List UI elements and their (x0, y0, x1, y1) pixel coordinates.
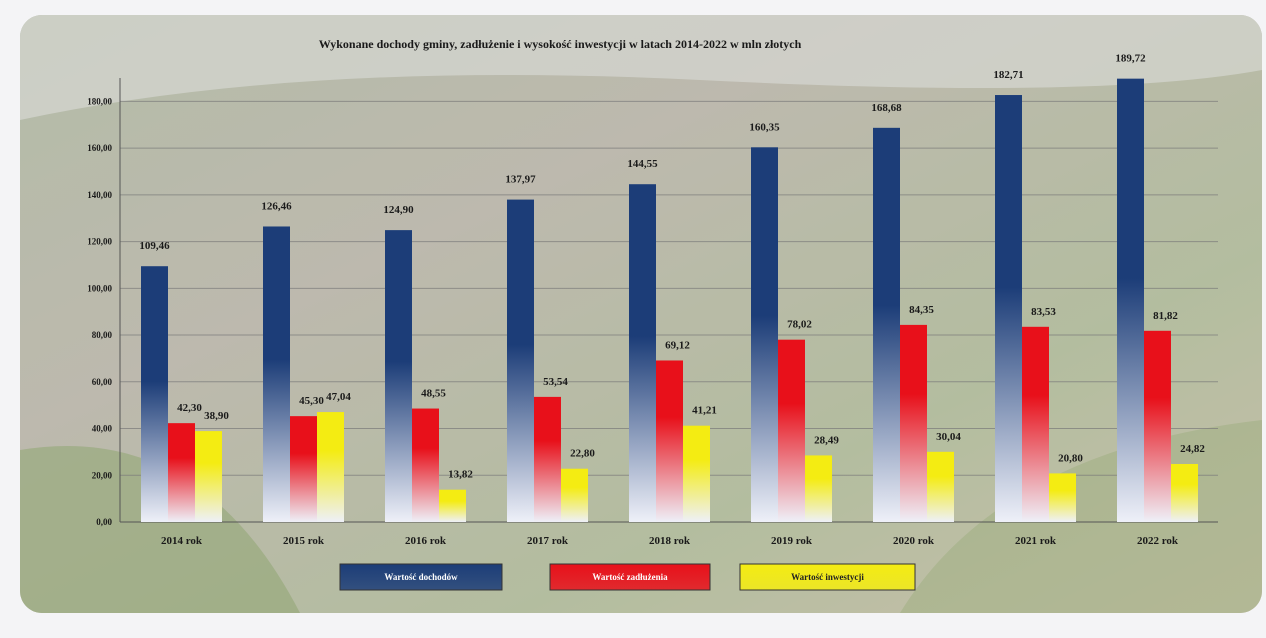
legend-label: Wartość inwestycji (791, 572, 864, 582)
bar (995, 95, 1022, 522)
x-tick-label: 2018 rok (649, 535, 691, 547)
value-label: 84,35 (909, 304, 934, 316)
bar (656, 360, 683, 522)
value-label: 81,82 (1153, 310, 1178, 322)
bar (195, 431, 222, 522)
bar (778, 339, 805, 522)
bar (751, 147, 778, 523)
legend-swatch (739, 563, 916, 591)
bar (1117, 78, 1144, 523)
x-tick-label: 2022 rok (1137, 535, 1179, 547)
bar (263, 226, 290, 522)
bar (385, 230, 412, 522)
value-label: 24,82 (1180, 443, 1205, 455)
bar (683, 425, 710, 522)
bar (805, 455, 832, 522)
y-tick-label: 20,00 (92, 470, 113, 480)
legend-label: Wartość dochodów (384, 572, 458, 582)
bar (1171, 463, 1198, 522)
bar (290, 416, 317, 522)
y-tick-label: 40,00 (92, 424, 113, 434)
value-label: 41,21 (692, 405, 717, 417)
value-label: 69,12 (665, 339, 690, 351)
value-label: 30,04 (936, 431, 961, 443)
y-tick-label: 0,00 (96, 517, 112, 527)
value-label: 160,35 (749, 121, 780, 133)
x-tick-label: 2017 rok (527, 535, 569, 547)
value-label: 168,68 (871, 102, 902, 114)
value-label: 20,80 (1058, 452, 1083, 464)
value-label: 38,90 (204, 410, 229, 422)
bar (534, 396, 561, 522)
y-tick-label: 120,00 (87, 237, 112, 247)
bar (629, 184, 656, 522)
x-tick-label: 2016 rok (405, 535, 447, 547)
bar (873, 127, 900, 522)
bar (141, 266, 168, 522)
bar (317, 412, 344, 522)
bar (168, 423, 195, 522)
value-label: 45,30 (299, 395, 324, 407)
value-label: 22,80 (570, 448, 595, 460)
y-tick-label: 80,00 (92, 330, 113, 340)
y-tick-label: 140,00 (87, 190, 112, 200)
x-tick-label: 2020 rok (893, 535, 935, 547)
y-tick-label: 180,00 (87, 96, 112, 106)
value-label: 137,97 (505, 174, 536, 186)
value-label: 124,90 (383, 204, 414, 216)
value-label: 13,82 (448, 469, 473, 481)
value-label: 126,46 (261, 200, 292, 212)
value-label: 47,04 (326, 391, 351, 403)
x-tick-label: 2014 rok (161, 535, 203, 547)
y-tick-label: 100,00 (87, 283, 112, 293)
x-tick-label: 2021 rok (1015, 535, 1057, 547)
value-label: 28,49 (814, 434, 839, 446)
bar (900, 324, 927, 522)
bar (439, 489, 466, 522)
value-label: 189,72 (1115, 53, 1146, 65)
legend-label: Wartość zadłużenia (592, 572, 668, 582)
value-label: 144,55 (627, 158, 658, 170)
bar (1049, 473, 1076, 522)
value-label: 53,54 (543, 376, 568, 388)
bar (1144, 330, 1171, 522)
value-label: 109,46 (139, 240, 170, 252)
bar (412, 408, 439, 522)
bar (927, 451, 954, 522)
legend-swatch (549, 563, 711, 591)
x-tick-label: 2019 rok (771, 535, 813, 547)
bar (561, 468, 588, 522)
value-label: 182,71 (993, 69, 1023, 81)
value-label: 78,02 (787, 319, 812, 331)
bar (507, 199, 534, 523)
x-tick-label: 2015 rok (283, 535, 325, 547)
value-label: 42,30 (177, 402, 202, 414)
legend-swatch (339, 563, 503, 591)
chart-title: Wykonane dochody gminy, zadłużenie i wys… (319, 37, 802, 51)
y-tick-label: 160,00 (87, 143, 112, 153)
y-tick-label: 60,00 (92, 377, 113, 387)
bar (1022, 326, 1049, 522)
value-label: 48,55 (421, 388, 446, 400)
value-label: 83,53 (1031, 306, 1056, 318)
